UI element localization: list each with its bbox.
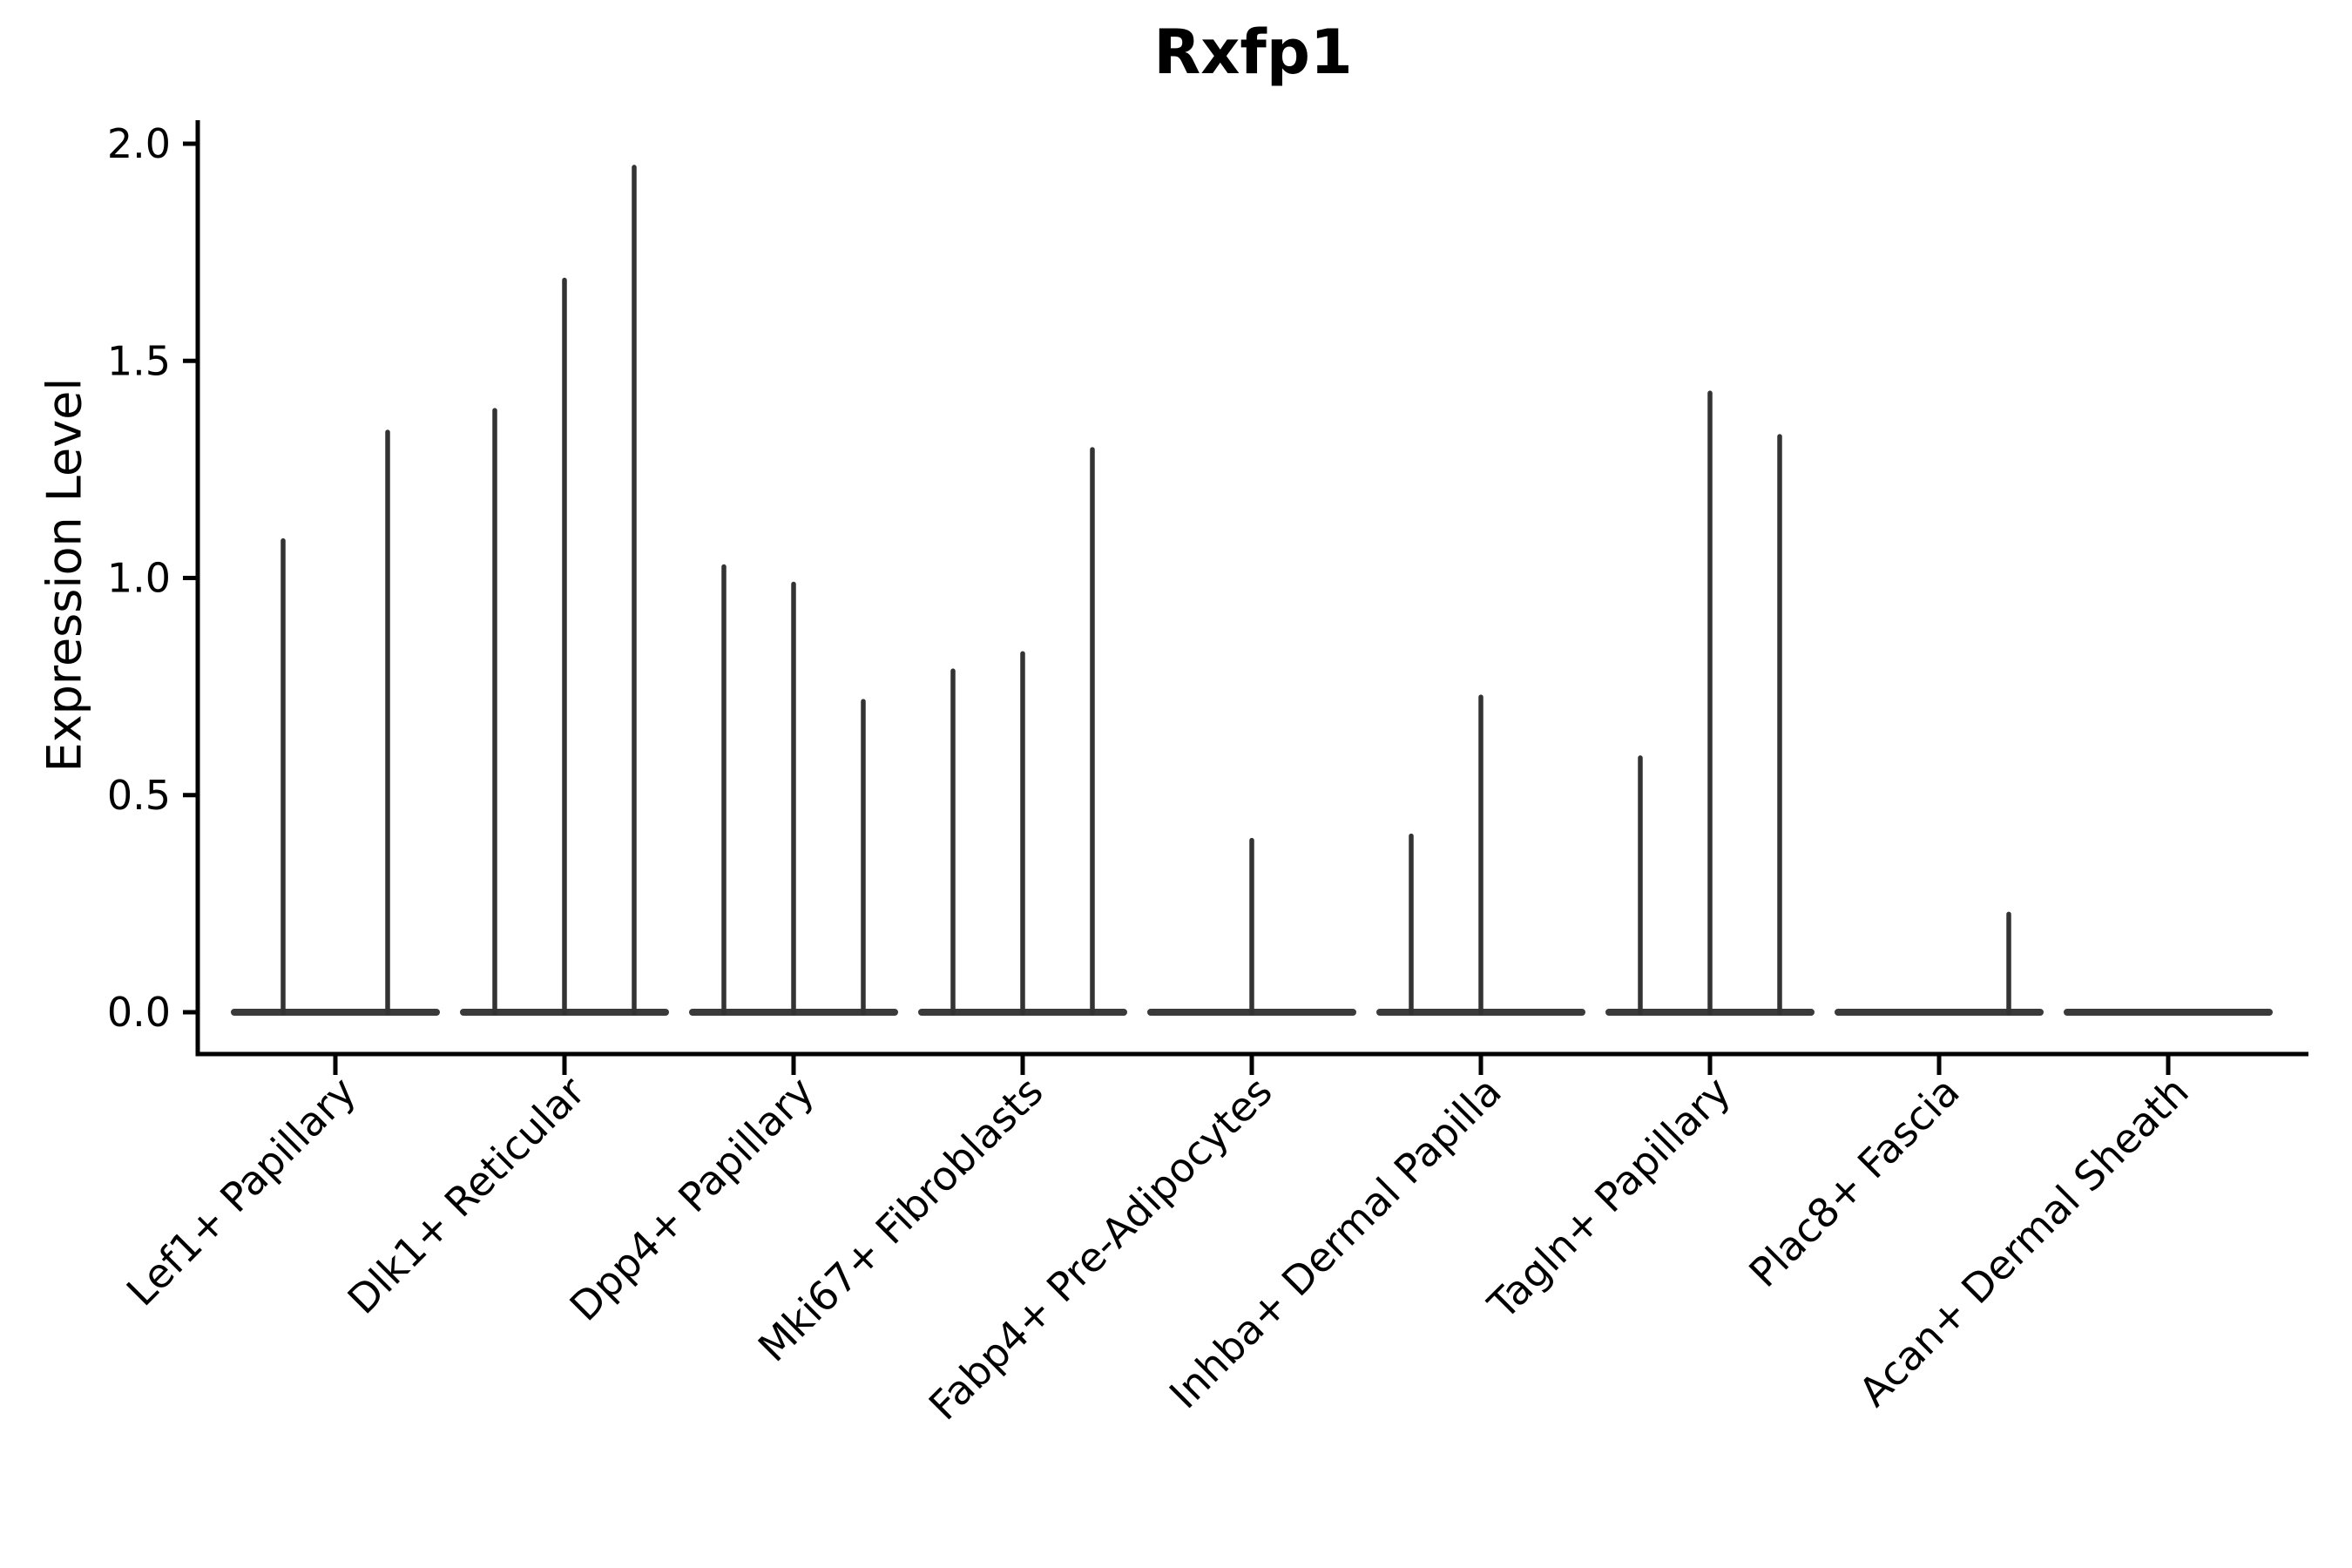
x-category-label: Lef1+ Papillary	[118, 1068, 365, 1315]
y-tick-label: 1.0	[107, 555, 171, 602]
y-tick-label: 2.0	[107, 120, 171, 167]
chart-title: Rxfp1	[1153, 17, 1353, 88]
x-category-label: Dlk1+ Reticular	[339, 1068, 594, 1323]
y-tick-label: 0.0	[107, 989, 171, 1036]
x-category-label: Tagln+ Papillary	[1478, 1068, 1740, 1329]
y-tick-label: 0.5	[107, 772, 171, 819]
x-category-label: Dpp4+ Papillary	[561, 1068, 823, 1330]
y-tick-label: 1.5	[107, 337, 171, 384]
x-category-label: Plac8+ Fascia	[1740, 1068, 1968, 1296]
